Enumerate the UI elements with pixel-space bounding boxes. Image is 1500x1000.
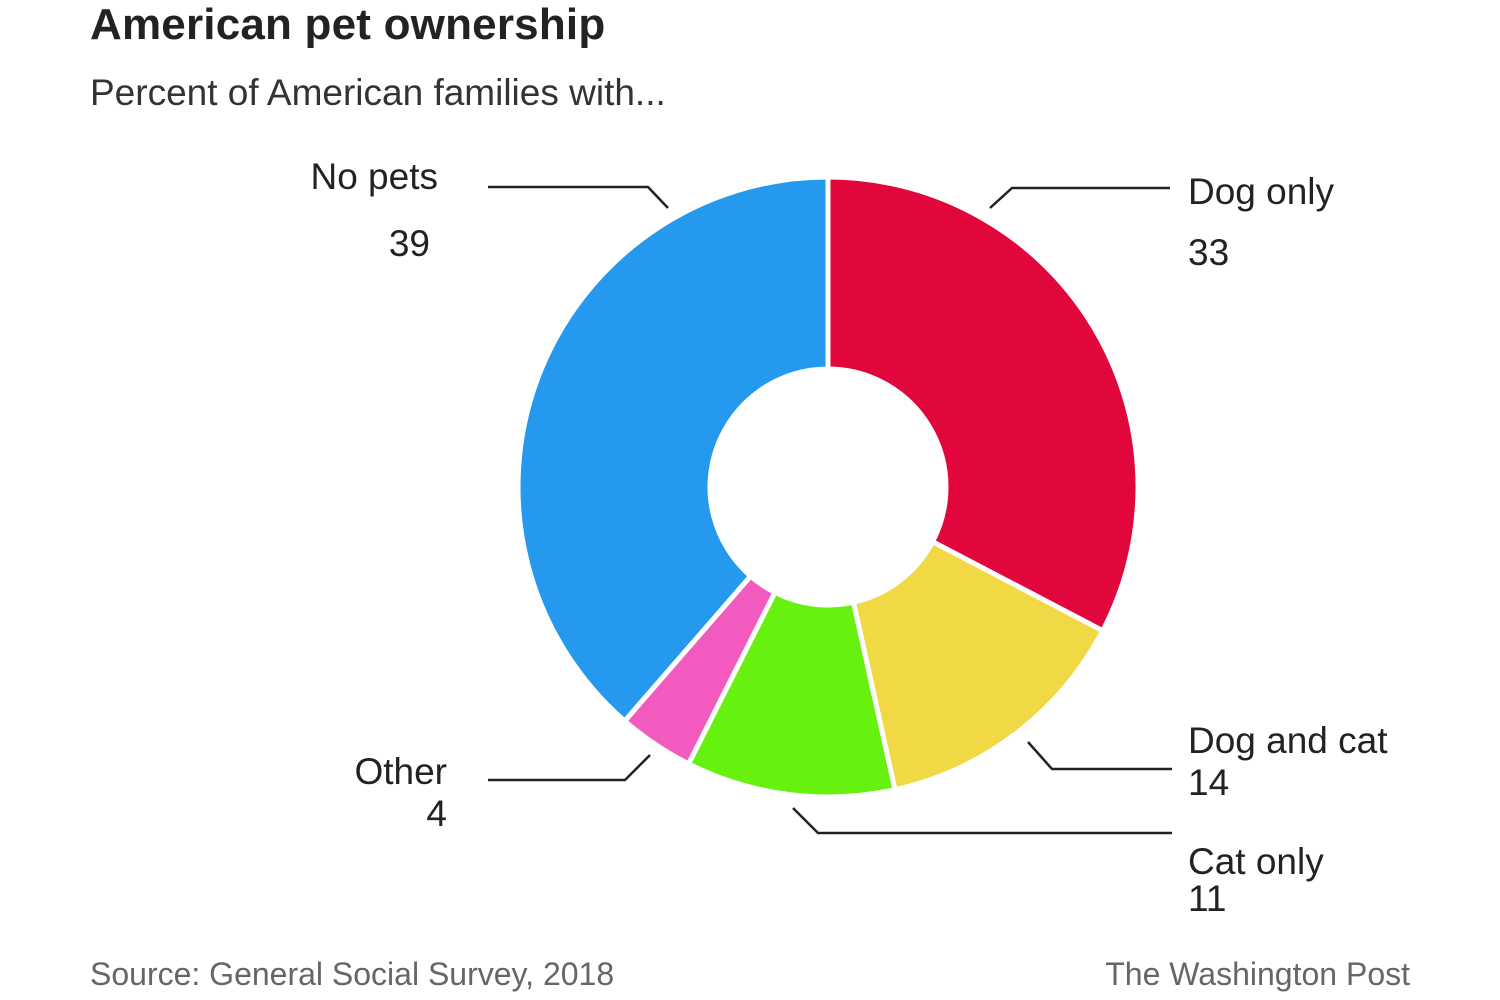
slice-no-pets xyxy=(515,174,831,724)
label-name-no-pets: No pets xyxy=(310,156,438,197)
publisher-credit: The Washington Post xyxy=(1105,956,1410,992)
leader-line-dog-and-cat xyxy=(1027,741,1172,771)
label-name-other: Other xyxy=(354,751,447,792)
label-name-dog-and-cat: Dog and cat xyxy=(1188,720,1388,761)
label-value-no-pets: 39 xyxy=(389,223,430,264)
label-value-dog-only: 33 xyxy=(1188,232,1229,273)
leader-lines xyxy=(488,185,1172,835)
slice-dog-only xyxy=(825,174,1141,634)
label-value-dog-and-cat: 14 xyxy=(1188,762,1229,803)
source-note: Source: General Social Survey, 2018 xyxy=(90,956,615,992)
chart-title: American pet ownership xyxy=(90,0,606,49)
donut-slices xyxy=(515,174,1141,800)
chart-subtitle: Percent of American families with... xyxy=(90,72,666,113)
leader-line-dog-only xyxy=(989,186,1170,209)
leader-line-other xyxy=(488,754,651,782)
leader-line-cat-only xyxy=(792,807,1172,835)
label-name-cat-only: Cat only xyxy=(1188,841,1324,882)
label-value-cat-only: 11 xyxy=(1188,878,1226,919)
slice-dog-and-cat xyxy=(850,539,1106,793)
leader-line-no-pets xyxy=(488,185,669,209)
label-value-other: 4 xyxy=(426,793,447,834)
slice-cat-only xyxy=(686,589,898,800)
label-name-dog-only: Dog only xyxy=(1188,171,1335,212)
